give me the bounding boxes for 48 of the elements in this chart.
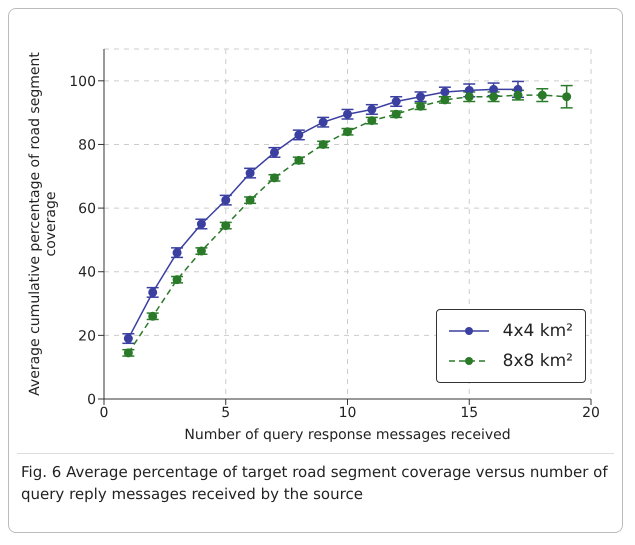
point [440, 87, 450, 96]
point [343, 127, 352, 136]
point [294, 130, 304, 140]
point [124, 334, 133, 344]
y-tick-label: 0 [87, 392, 96, 408]
point [172, 248, 182, 258]
point [294, 156, 304, 165]
legend-label: 8x8 km² [502, 351, 573, 371]
point [513, 90, 522, 100]
point [270, 173, 279, 182]
x-axis-title: Number of query response messages received [184, 427, 511, 443]
point [318, 118, 328, 127]
point [538, 90, 547, 100]
point [148, 288, 158, 297]
y-tick-label: 60 [78, 201, 96, 218]
point [246, 196, 255, 205]
point [392, 97, 401, 106]
point [148, 312, 158, 321]
point [562, 92, 572, 102]
legend-label: 4x4 km² [502, 321, 573, 341]
point [416, 92, 426, 102]
x-tick-label: 5 [221, 404, 230, 421]
x-tick-label: 20 [582, 404, 600, 421]
point [221, 221, 230, 230]
point [270, 148, 279, 157]
y-tick-label: 80 [78, 137, 96, 154]
point [440, 95, 450, 104]
point [367, 116, 376, 126]
point [489, 84, 498, 94]
point [246, 168, 255, 178]
point [172, 275, 182, 284]
y-tick-label: 20 [78, 328, 96, 344]
x-tick-label: 15 [460, 404, 478, 421]
x-tick-label: 10 [338, 404, 356, 421]
point [392, 110, 401, 119]
point [124, 348, 133, 358]
point [196, 246, 206, 256]
y-axis-title: Average cumulative percentage of road segment coverage [27, 52, 59, 396]
y-tick-label: 100 [69, 74, 96, 90]
point [489, 92, 498, 102]
x-tick-label: 0 [100, 404, 108, 421]
point [343, 110, 352, 119]
point [367, 104, 376, 114]
point [196, 220, 206, 228]
point [318, 140, 328, 149]
point [416, 102, 426, 111]
caption: Fig. 6 Average percentage of target road segment coverage versus number of query reply messages received by the source [21, 462, 609, 505]
y-tick-label: 40 [78, 264, 96, 281]
